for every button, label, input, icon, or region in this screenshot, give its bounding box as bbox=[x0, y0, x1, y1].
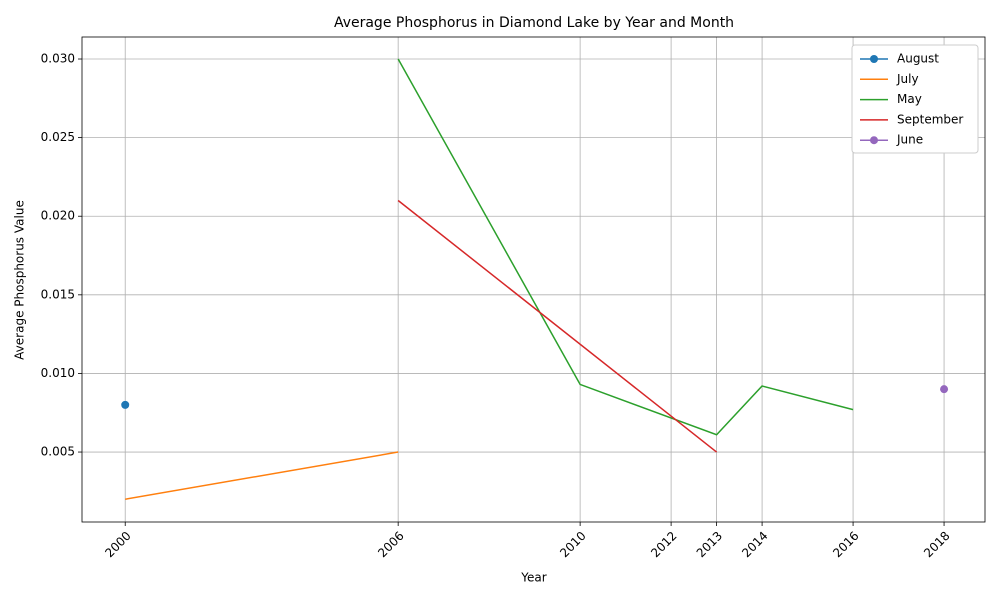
x-tick-label: 2012 bbox=[648, 529, 679, 560]
y-tick-label: 0.010 bbox=[41, 366, 75, 380]
y-tick-label: 0.020 bbox=[41, 209, 75, 223]
legend-marker bbox=[870, 136, 878, 145]
series-line bbox=[397, 199, 718, 453]
x-tick-label: 2018 bbox=[921, 529, 952, 560]
legend-label: July bbox=[896, 72, 919, 86]
chart-title: Average Phosphorus in Diamond Lake by Ye… bbox=[334, 15, 734, 31]
y-tick-label: 0.015 bbox=[41, 287, 75, 301]
x-tick-label: 2010 bbox=[557, 529, 588, 560]
legend-box bbox=[851, 44, 979, 154]
legend-label: September bbox=[897, 112, 963, 126]
legend-label: June bbox=[896, 133, 923, 147]
x-tick-label: 2000 bbox=[102, 529, 133, 560]
y-tick-label: 0.030 bbox=[41, 52, 75, 66]
y-tick-label: 0.005 bbox=[41, 445, 75, 459]
data-point bbox=[121, 400, 130, 409]
x-tick-label: 2006 bbox=[375, 529, 406, 560]
series-line bbox=[397, 58, 854, 436]
plot-frame bbox=[81, 36, 986, 523]
data-point bbox=[940, 385, 949, 394]
x-axis-label: Year bbox=[520, 571, 546, 585]
y-tick-label: 0.025 bbox=[41, 130, 75, 144]
legend-label: August bbox=[897, 52, 939, 66]
x-tick-label: 2014 bbox=[739, 529, 770, 560]
series-line bbox=[125, 451, 399, 500]
legend-marker bbox=[870, 55, 878, 63]
x-tick-label: 2013 bbox=[694, 529, 725, 560]
y-axis-label: Average Phosphorus Value bbox=[13, 200, 27, 360]
legend-label: May bbox=[897, 92, 922, 106]
x-tick-label: 2016 bbox=[830, 529, 861, 560]
